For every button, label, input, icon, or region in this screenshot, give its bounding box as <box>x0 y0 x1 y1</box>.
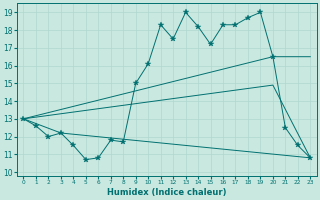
X-axis label: Humidex (Indice chaleur): Humidex (Indice chaleur) <box>107 188 227 197</box>
